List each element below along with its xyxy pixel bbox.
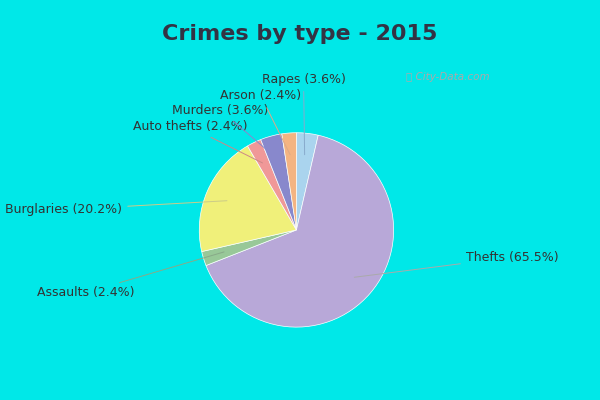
Wedge shape: [206, 135, 394, 327]
Text: Auto thefts (2.4%): Auto thefts (2.4%): [133, 120, 263, 163]
Text: Murders (3.6%): Murders (3.6%): [172, 104, 276, 158]
Text: Arson (2.4%): Arson (2.4%): [220, 90, 301, 155]
Text: ⓘ City-Data.com: ⓘ City-Data.com: [406, 72, 490, 82]
Wedge shape: [261, 134, 296, 230]
Text: Burglaries (20.2%): Burglaries (20.2%): [5, 201, 227, 216]
Text: Thefts (65.5%): Thefts (65.5%): [355, 251, 559, 277]
Wedge shape: [296, 133, 318, 230]
Wedge shape: [282, 133, 296, 230]
Text: Crimes by type - 2015: Crimes by type - 2015: [163, 24, 437, 44]
Wedge shape: [248, 140, 296, 230]
Text: Rapes (3.6%): Rapes (3.6%): [262, 73, 346, 155]
Wedge shape: [202, 230, 296, 266]
Text: Assaults (2.4%): Assaults (2.4%): [37, 252, 224, 299]
Wedge shape: [199, 146, 296, 252]
